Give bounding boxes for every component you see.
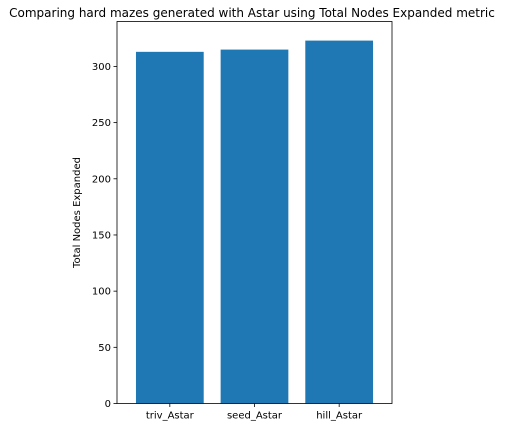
y-axis: 0 50 100 150 200 250 300 <box>92 62 117 410</box>
y-tick-label: 50 <box>98 343 111 354</box>
bar-seed_Astar <box>220 49 289 404</box>
x-tick-label: triv_Astar <box>146 411 195 422</box>
y-tick-label: 0 <box>105 399 111 410</box>
y-tick-label: 250 <box>92 118 111 129</box>
y-axis-label: Total Nodes Expanded <box>72 157 83 269</box>
chart-title: Comparing hard mazes generated with Asta… <box>9 6 495 20</box>
plot-frame <box>116 21 393 404</box>
x-tick-label: hill_Astar <box>316 411 363 422</box>
y-tick-label: 100 <box>92 287 111 298</box>
bar-hill_Astar <box>305 40 374 404</box>
x-axis: triv_Astar seed_Astar hill_Astar <box>146 403 363 422</box>
y-tick-label: 300 <box>92 62 111 73</box>
bar-triv_Astar <box>135 51 204 404</box>
plot-area: 0 50 100 150 200 250 300 triv_Astar seed_Astar h… <box>92 21 393 422</box>
y-tick-label: 200 <box>92 174 111 185</box>
y-tick-label: 150 <box>92 230 111 241</box>
x-tick-label: seed_Astar <box>227 411 283 422</box>
bars <box>135 40 374 404</box>
